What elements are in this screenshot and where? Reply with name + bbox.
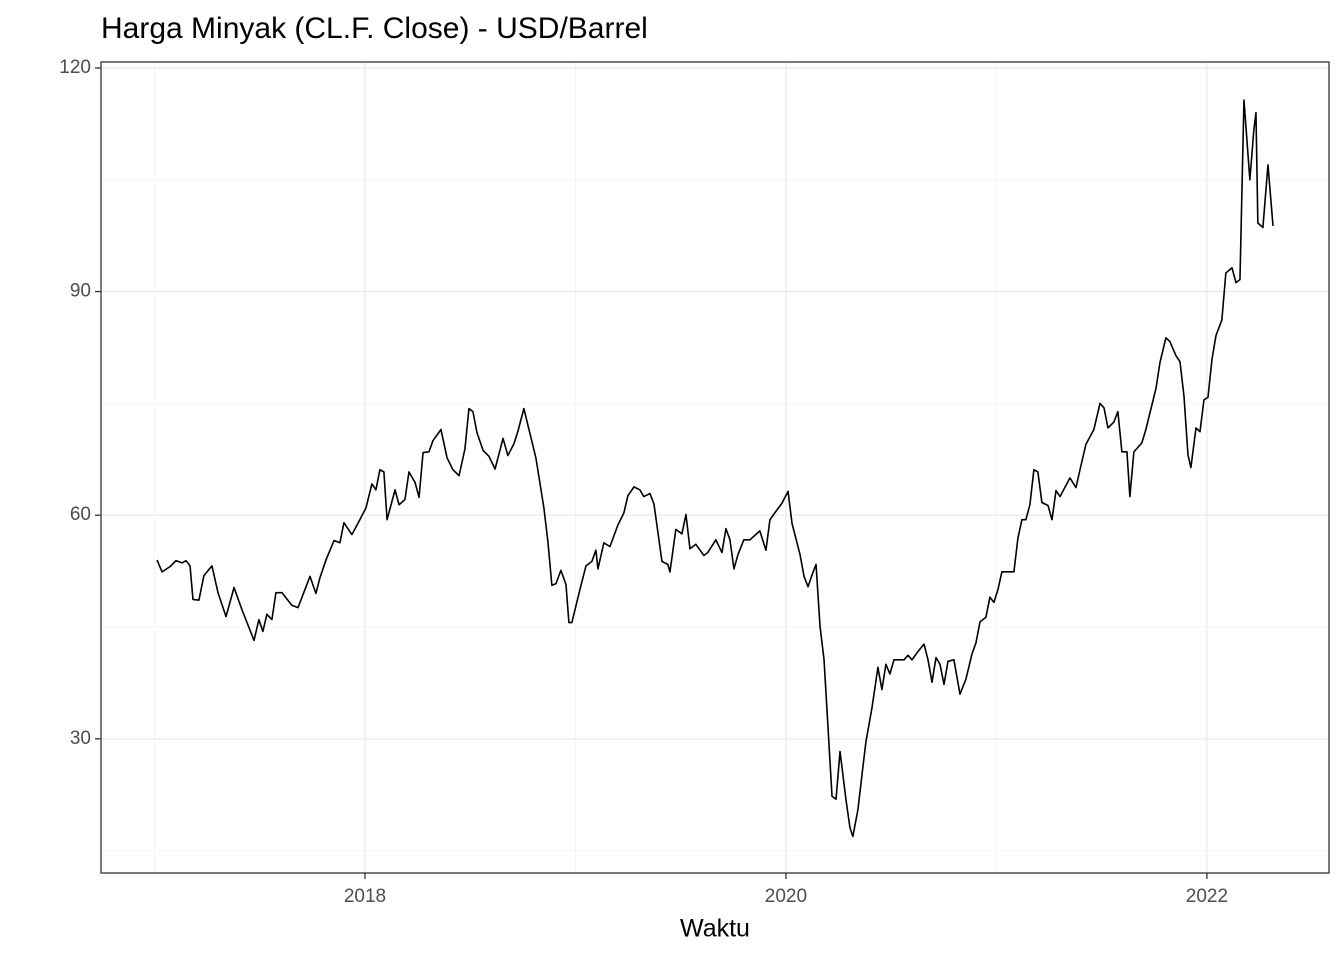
x-tick-label: 2022: [1186, 886, 1228, 907]
y-tick-label: 120: [59, 57, 91, 78]
y-tick-label: 30: [70, 728, 91, 749]
price-line: [156, 99, 1274, 838]
y-tick-label: 60: [70, 504, 91, 525]
y-tick-label: 90: [70, 281, 91, 302]
x-tick-label: 2020: [765, 886, 807, 907]
panel-border: [100, 61, 1330, 874]
chart-title: Harga Minyak (CL.F. Close) - USD/Barrel: [101, 12, 648, 45]
x-axis-title: Waktu: [680, 915, 750, 943]
x-tick-label: 2018: [344, 886, 386, 907]
